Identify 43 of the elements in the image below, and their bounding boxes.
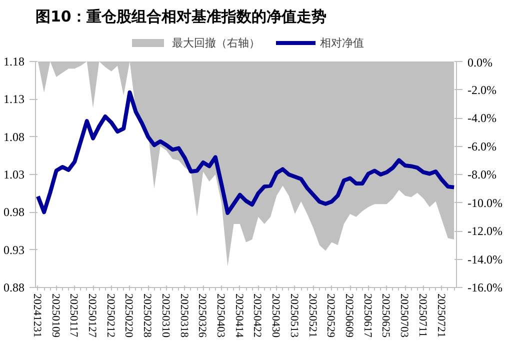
x-tick-label: 20250422 bbox=[251, 294, 264, 338]
y-tick-label: 1.03 bbox=[4, 168, 24, 182]
y2-tick-label: -14.0% bbox=[468, 252, 502, 266]
x-tick-label: 20250318 bbox=[178, 294, 190, 338]
x-tick-label: 20250212 bbox=[104, 294, 116, 338]
x-tick-label: 20250414 bbox=[232, 294, 245, 338]
x-tick-label: 20250721 bbox=[434, 294, 447, 338]
y2-tick-label: 0.0% bbox=[468, 56, 492, 70]
y2-tick-label: -10.0% bbox=[468, 196, 502, 210]
y2-tick-label: -16.0% bbox=[468, 280, 502, 294]
x-tick-label: 20250703 bbox=[398, 294, 410, 338]
legend-label: 最大回撤（右轴） bbox=[172, 35, 260, 50]
y2-tick-label: -4.0% bbox=[468, 111, 496, 125]
chart-title: 图10：重仓股组合相对基准指数的净值走势 bbox=[36, 8, 326, 26]
line-series bbox=[36, 90, 456, 215]
x-tick-label: 20250529 bbox=[324, 294, 337, 338]
x-tick-label: 20241231 bbox=[30, 294, 43, 338]
x-tick-label: 20250625 bbox=[380, 294, 392, 338]
y-tick-label: 1.13 bbox=[4, 92, 24, 106]
x-tick-label: 20250430 bbox=[270, 294, 282, 338]
x-tick-label: 20250310 bbox=[159, 294, 172, 338]
x-tick-label: 20250117 bbox=[68, 294, 80, 338]
x-tick-label: 20250326 bbox=[196, 294, 208, 338]
x-tick-label: 20250127 bbox=[86, 294, 98, 338]
x-tick-label: 20250513 bbox=[288, 294, 300, 338]
y-tick-label: 0.98 bbox=[4, 205, 24, 220]
y-tick-label: 1.08 bbox=[4, 130, 24, 144]
x-tick-label: 20250403 bbox=[214, 294, 227, 338]
x-tick-label: 20250617 bbox=[361, 294, 374, 338]
x-tick-label: 20250711 bbox=[416, 294, 428, 338]
y-tick-label: 0.93 bbox=[4, 242, 24, 257]
x-tick-label: 20250228 bbox=[141, 294, 154, 338]
y2-tick-label: -2.0% bbox=[468, 82, 496, 97]
y2-tick-label: -12.0% bbox=[468, 224, 502, 238]
y-tick-label: 1.18 bbox=[4, 54, 24, 68]
x-tick-label: 20250109 bbox=[49, 294, 62, 338]
y2-tick-label: -8.0% bbox=[468, 168, 496, 182]
y-tick-label: 0.88 bbox=[4, 280, 24, 294]
x-tick-label: 20250609 bbox=[343, 294, 356, 338]
y2-tick-label: -6.0% bbox=[468, 139, 496, 154]
x-tick-label: 20250220 bbox=[122, 294, 135, 338]
x-tick-label: 20250521 bbox=[306, 294, 318, 338]
legend-label: 相对净值 bbox=[320, 35, 364, 50]
